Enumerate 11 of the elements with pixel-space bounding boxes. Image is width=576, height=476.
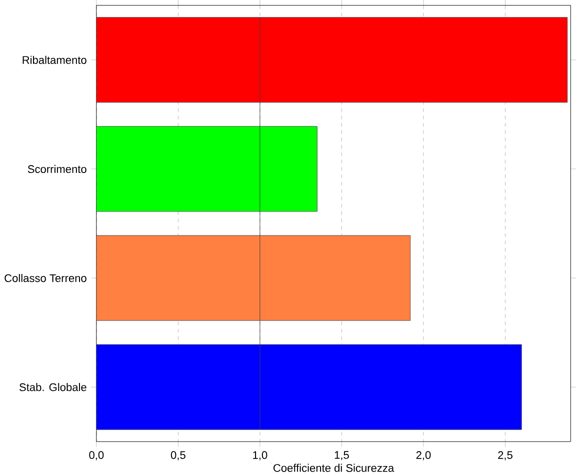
x-tick-label: 0,0: [89, 451, 104, 460]
x-tick-label: 1,0: [253, 451, 268, 460]
x-tick-label: 0,5: [170, 451, 186, 460]
x-tick-label: 1,5: [334, 451, 349, 460]
y-tick-label: Ribaltamento: [22, 56, 86, 64]
y-tick-label: Collasso Terreno: [4, 274, 86, 282]
x-tick-label: 2,0: [416, 451, 431, 460]
x-axis-title: Coefficiente di Sicurezza: [273, 464, 394, 472]
y-tick-label: Scorrimento: [28, 164, 86, 174]
y-tick-label: Stab. Globale: [19, 383, 86, 392]
x-tick-label: 2,5: [498, 451, 512, 460]
